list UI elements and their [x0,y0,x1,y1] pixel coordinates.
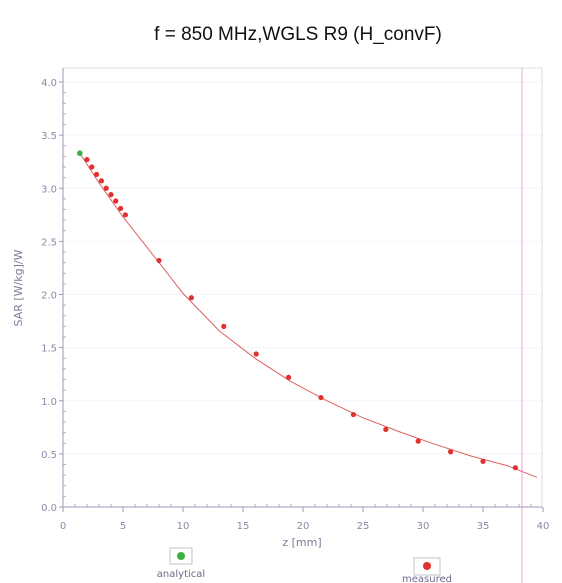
x-tick-label: 15 [237,521,250,532]
y-axis-label: SAR [W/kg]/W [12,249,25,326]
measured-point [103,185,109,191]
analytical-curve [79,152,538,478]
measured-point [89,164,95,170]
x-tick-label: 30 [417,521,430,532]
x-tick-label: 35 [477,521,490,532]
y-tick-label: 3.0 [41,184,57,195]
x-tick-label: 0 [60,521,66,532]
x-tick-label: 20 [297,521,310,532]
legend-label-analytical: analytical [157,569,205,580]
measured-point [118,205,124,212]
y-tick-labels: 0.0 0.5 1.0 1.5 2.0 2.5 3.0 3.5 4.0 [41,78,63,514]
x-tick-label: 10 [177,521,190,532]
y-tick-label: 1.5 [41,344,57,355]
measured-point [84,156,90,163]
x-axis-label: z [mm] [282,536,321,549]
y-tick-label: 0.5 [41,450,57,461]
minor-ticks [63,92,532,507]
legend-label-measured: measured [402,574,452,583]
measured-point [512,465,519,471]
legend-marker-analytical [177,552,185,560]
measured-point [383,426,389,433]
chart-title: f = 850 MHz,WGLS R9 (H_convF) [154,24,442,45]
measured-point [253,351,259,357]
measured-point [480,458,486,464]
series-layer [77,150,538,478]
x-tick-label: 5 [120,521,126,532]
legend-marker-measured [423,562,431,570]
measured-point [318,394,324,401]
measured-point [94,171,100,178]
measured-point [188,295,194,301]
grid [63,81,542,455]
legend: analytical measured [157,547,452,583]
x-tick-label: 40 [537,521,550,532]
measured-point [113,198,119,204]
measured-point [98,178,104,184]
y-tick-label: 4.0 [41,78,57,89]
measured-point [122,212,128,218]
y-tick-label: 3.5 [41,131,57,142]
measured-point [156,257,162,264]
measured-point [286,374,292,380]
x-tick-labels: 0 5 10 15 20 25 30 35 40 [60,507,550,532]
measured-point [221,323,227,329]
y-tick-label: 1.0 [41,397,57,408]
y-tick-label: 0.0 [41,503,57,514]
measured-point [415,438,421,444]
analytical-point [77,150,83,156]
measured-point [448,449,454,455]
measured-point [108,192,114,198]
y-tick-label: 2.0 [41,291,57,302]
plot-area [62,67,543,508]
measured-point [350,411,356,418]
x-tick-label: 25 [357,521,370,532]
y-tick-label: 2.5 [41,237,57,248]
